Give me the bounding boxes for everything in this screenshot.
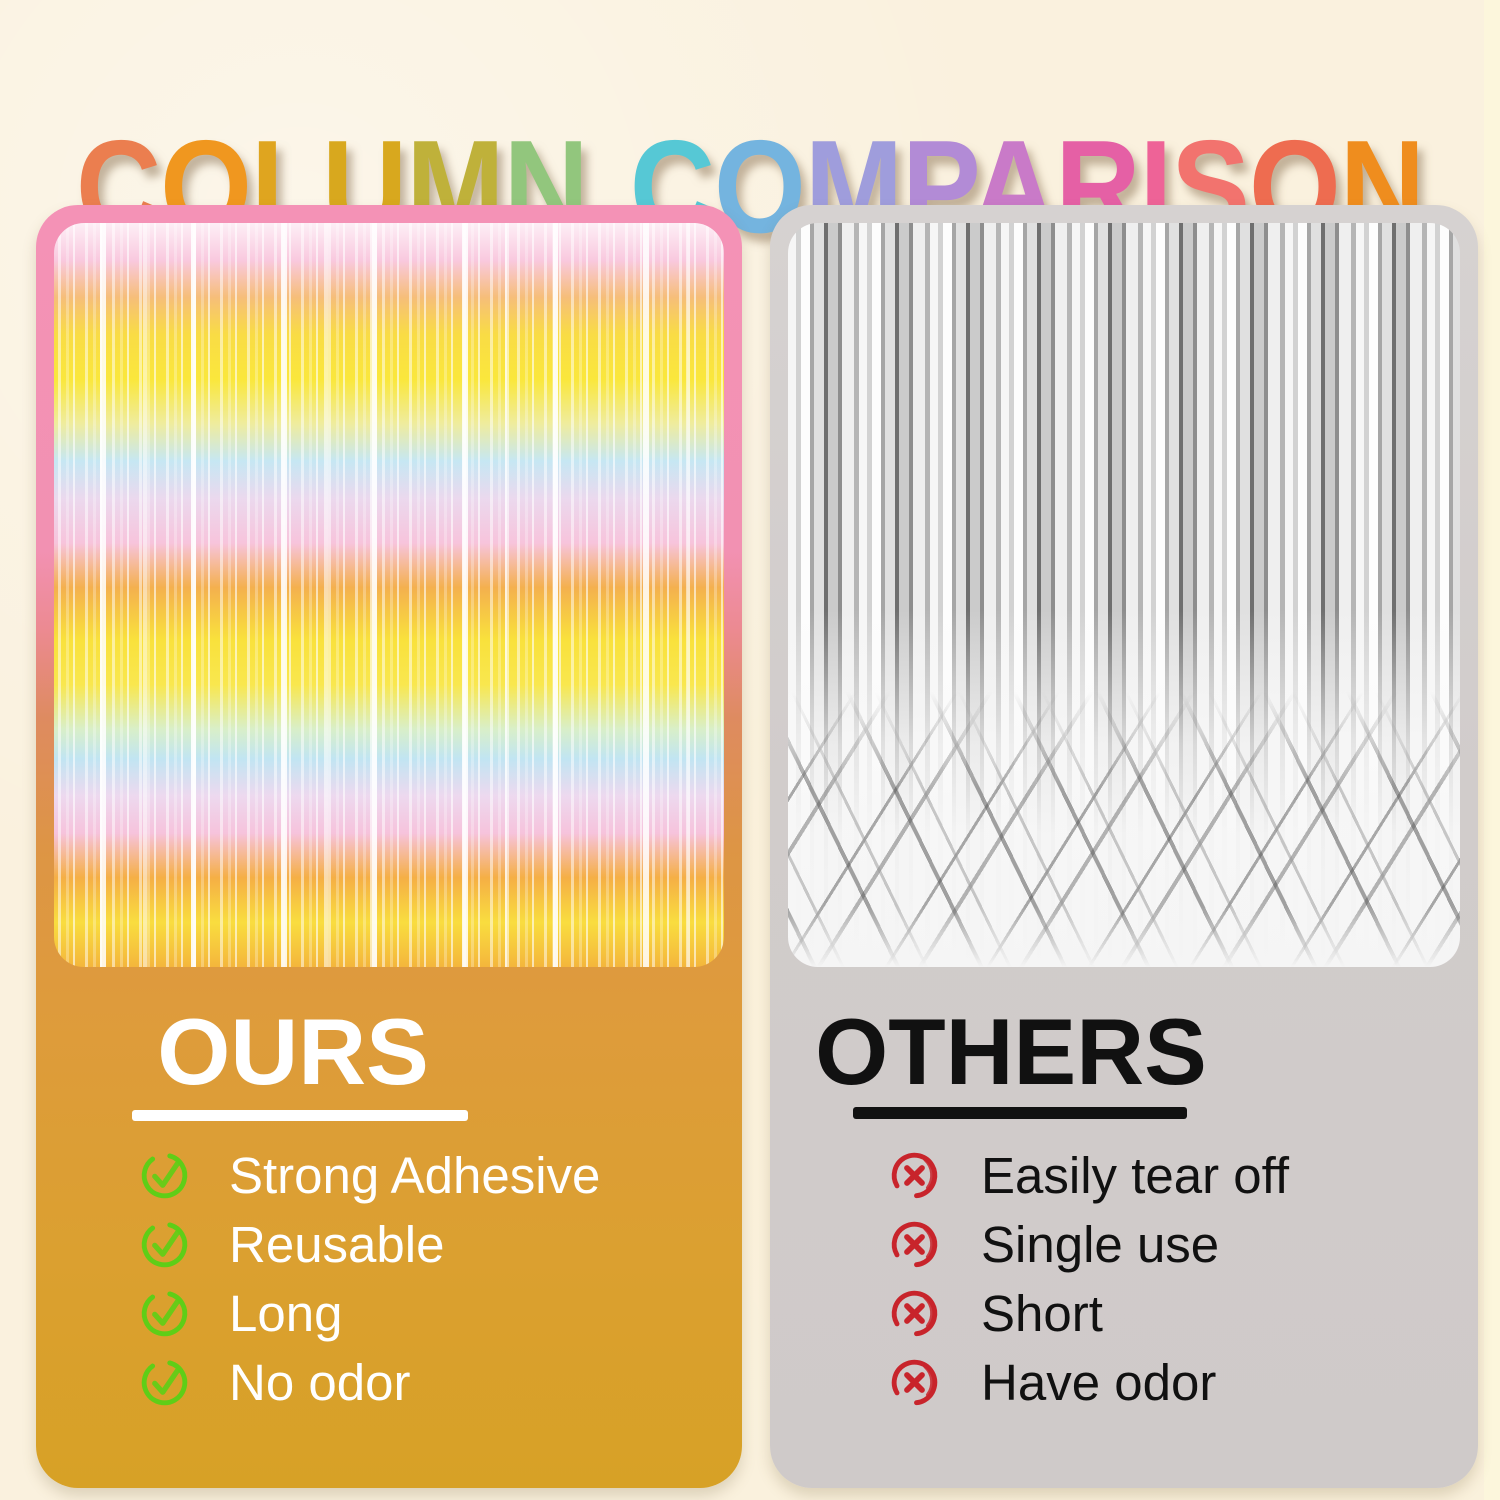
ours-heading: OURS [157,999,429,1104]
ours-feature-row: Long [138,1284,600,1342]
feature-label: Strong Adhesive [229,1146,601,1204]
ours-feature-row: Reusable [138,1215,600,1273]
right-edge-highlight [1484,0,1500,1500]
feature-label: Short [981,1284,1103,1342]
ours-feature-list: Strong Adhesive Reusable Long No odor [138,1146,600,1411]
silver-foil-fringe-curtain-photo [788,223,1460,967]
feature-label: Single use [981,1215,1220,1273]
others-panel [770,205,1478,1488]
others-feature-list: Easily tear off Single use Short [888,1146,1289,1411]
check-circle-icon [141,1359,188,1405]
others-feature-row: Easily tear off [888,1146,1289,1204]
others-heading: OTHERS [815,999,1207,1104]
cross-circle-icon [891,1290,938,1336]
cross-circle-icon [891,1221,938,1267]
pastel-rainbow-fringe-curtain-photo [54,223,724,967]
feature-label: No odor [229,1353,411,1411]
feature-label: Long [229,1284,343,1342]
others-heading-underline [853,1107,1187,1119]
check-circle-icon [141,1221,188,1267]
feature-label: Reusable [229,1215,445,1273]
check-circle-icon [141,1152,188,1198]
feature-label: Easily tear off [981,1146,1290,1204]
ours-feature-row: Strong Adhesive [138,1146,600,1204]
cross-circle-icon [891,1359,938,1405]
others-feature-row: Have odor [888,1353,1289,1411]
others-feature-row: Short [888,1284,1289,1342]
ours-panel [36,205,742,1488]
ours-feature-row: No odor [138,1353,600,1411]
check-circle-icon [141,1290,188,1336]
silver-fringe-tangled-ends [788,691,1460,967]
others-feature-row: Single use [888,1215,1289,1273]
feature-label: Have odor [981,1353,1217,1411]
ours-heading-underline [132,1110,468,1121]
cross-circle-icon [891,1152,938,1198]
